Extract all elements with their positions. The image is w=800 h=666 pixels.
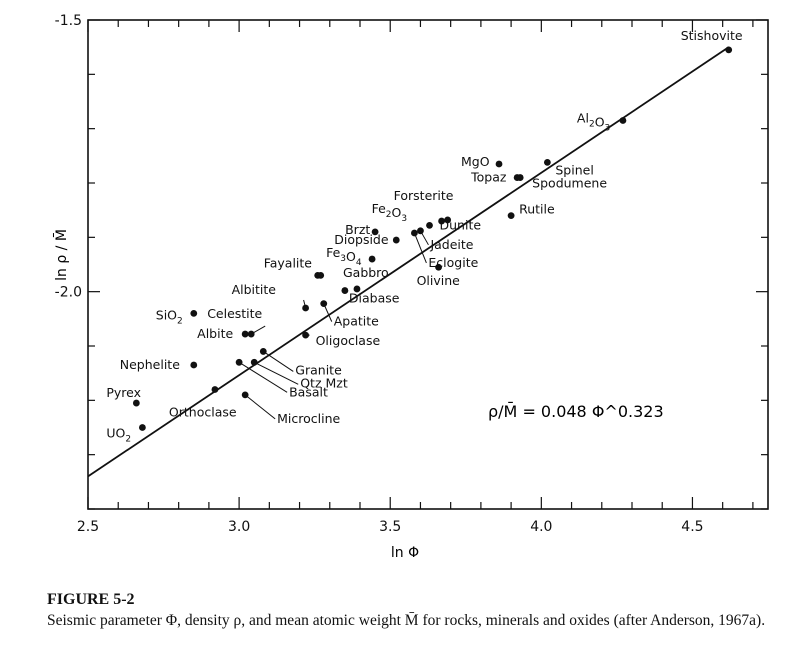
point-label: Eclogite bbox=[428, 255, 478, 270]
point-label: Stishovite bbox=[681, 28, 743, 43]
point-label: Jadeite bbox=[429, 237, 473, 252]
point-label: Olivine bbox=[417, 273, 461, 288]
data-point bbox=[368, 255, 376, 263]
point-label: Nephelite bbox=[120, 357, 180, 372]
y-axis-label: ln ρ / M̄ bbox=[52, 229, 70, 281]
data-point bbox=[426, 221, 433, 229]
data-point bbox=[435, 263, 442, 271]
point-label: Pyrex bbox=[106, 385, 141, 400]
point-label: Albite bbox=[197, 326, 233, 341]
x-tick-label: 2.5 bbox=[77, 519, 99, 535]
leader-line bbox=[238, 361, 288, 393]
point-label: Brzt bbox=[345, 222, 370, 237]
leader-line bbox=[263, 351, 294, 372]
data-point bbox=[353, 285, 361, 293]
point-label: Spodumene bbox=[532, 176, 607, 191]
point-label: Gabbro bbox=[343, 265, 389, 280]
scatter-chart: 2.5 3.0 3.5 4.0 4.5 -1.5 -2.0 Stishovite Al2O3 M… bbox=[52, 13, 769, 561]
leader-line bbox=[303, 299, 307, 309]
point-label: Oligoclase bbox=[316, 333, 381, 348]
point-label: Microcline bbox=[277, 411, 340, 426]
leader-line bbox=[420, 230, 429, 246]
figure-caption-text: Seismic parameter Φ, density ρ, and mean… bbox=[47, 612, 766, 629]
point-label: MgO bbox=[461, 154, 490, 169]
data-point bbox=[438, 217, 445, 225]
point-label: Fe3O4 bbox=[326, 245, 362, 268]
data-point bbox=[211, 386, 219, 393]
leader-line bbox=[323, 303, 333, 322]
point-label: Orthoclase bbox=[169, 404, 237, 419]
point-label: Celestite bbox=[207, 306, 262, 321]
point-label: Fayalite bbox=[264, 255, 313, 270]
y-tick-label: -1.5 bbox=[55, 13, 82, 29]
point-label: Basalt bbox=[289, 384, 328, 399]
point-label: Qtz Mzt bbox=[300, 375, 348, 390]
point-label: UO2 bbox=[106, 426, 131, 445]
point-label: Rutile bbox=[519, 202, 555, 217]
point-label: Spinel bbox=[555, 162, 593, 177]
point-label: Granite bbox=[295, 362, 342, 377]
leader-line bbox=[413, 232, 427, 264]
leader-line bbox=[250, 325, 266, 335]
data-point bbox=[444, 216, 452, 224]
point-label: Albitite bbox=[232, 282, 277, 297]
data-point bbox=[725, 46, 733, 54]
data-point bbox=[543, 158, 551, 166]
plot-frame bbox=[87, 19, 769, 510]
figure-caption: FIGURE 5-2 Seismic parameter Φ, density … bbox=[47, 591, 787, 630]
data-point bbox=[341, 287, 349, 294]
fit-equation-label: ρ/M̄ = 0.048 Φ^0.323 bbox=[488, 402, 664, 421]
point-label: SiO2 bbox=[156, 307, 183, 326]
data-point bbox=[495, 160, 503, 168]
point-label: Topaz bbox=[470, 170, 507, 185]
y-tick-label: -2.0 bbox=[55, 285, 82, 301]
point-label: Dunite bbox=[440, 217, 482, 232]
figure-label: FIGURE 5-2 bbox=[47, 591, 135, 608]
point-label: Diabase bbox=[349, 291, 400, 306]
point-label: Al2O3 bbox=[577, 111, 610, 134]
data-point bbox=[132, 399, 140, 407]
leader-line bbox=[253, 361, 299, 385]
x-tick-label: 4.0 bbox=[530, 519, 552, 535]
data-point bbox=[190, 310, 198, 317]
leader-line bbox=[244, 394, 276, 420]
x-tick-label: 3.0 bbox=[228, 519, 250, 535]
point-label: Fe2O3 bbox=[372, 201, 408, 224]
data-point bbox=[619, 117, 627, 124]
data-point bbox=[190, 361, 198, 369]
point-label: Forsterite bbox=[394, 188, 454, 203]
x-tick-label: 3.5 bbox=[379, 519, 401, 535]
data-point bbox=[392, 236, 400, 244]
data-point bbox=[371, 228, 379, 236]
x-tick-label: 4.5 bbox=[681, 519, 703, 535]
data-point bbox=[139, 424, 146, 431]
data-point bbox=[241, 330, 249, 338]
point-label: Diopside bbox=[334, 232, 389, 247]
data-point bbox=[317, 271, 325, 279]
point-label: Apatite bbox=[334, 314, 379, 329]
x-axis-label: ln Φ bbox=[391, 545, 419, 561]
data-point bbox=[507, 212, 515, 220]
data-point bbox=[516, 174, 524, 181]
